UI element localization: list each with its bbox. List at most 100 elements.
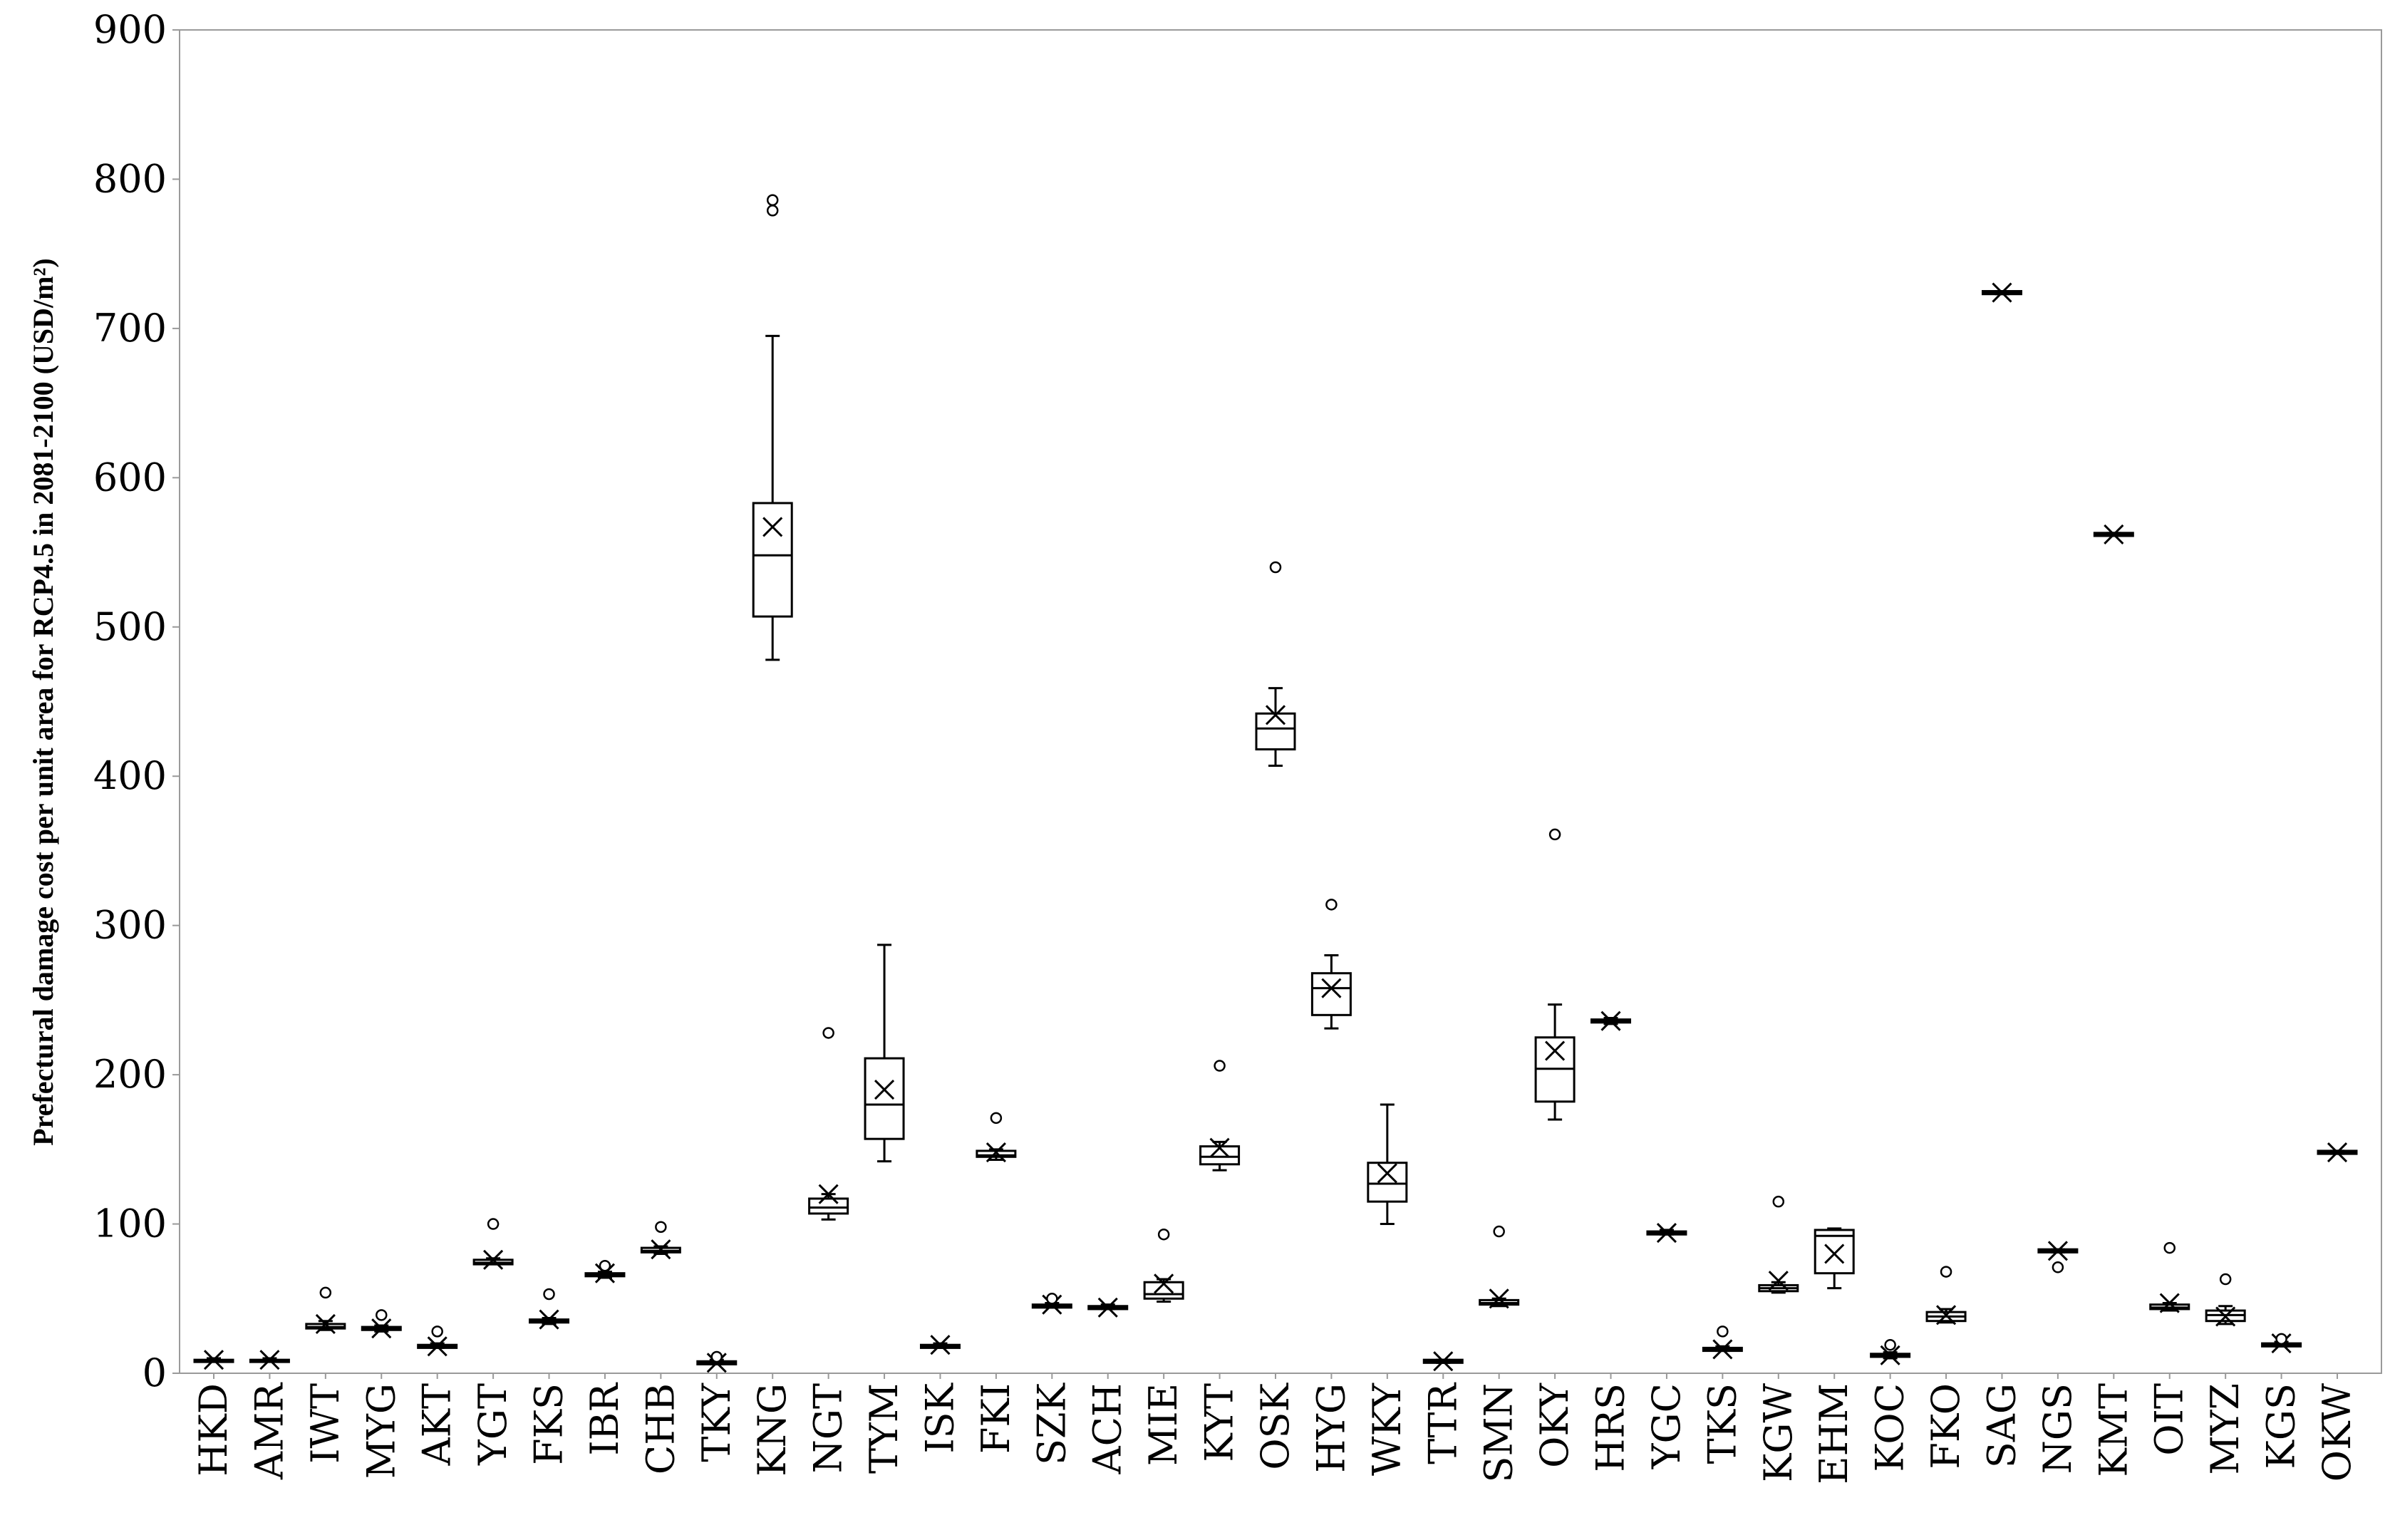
- outlier-point: [822, 1027, 834, 1039]
- mean-marker: [2104, 524, 2124, 544]
- outlier-point: [1157, 1228, 1170, 1241]
- box-fko: [1925, 1266, 1967, 1325]
- x-category-label: MIE: [1141, 1383, 1186, 1466]
- y-tick-label: 400: [93, 753, 167, 798]
- box-tym: [864, 944, 905, 1163]
- y-tick-label: 200: [93, 1052, 167, 1097]
- mean-marker: [483, 1249, 504, 1270]
- mean-marker: [2047, 1241, 2068, 1261]
- outlier-point: [766, 194, 779, 207]
- box-ibr: [584, 1259, 626, 1283]
- outlier-point: [1269, 561, 1282, 574]
- boxes-layer: [193, 194, 2358, 1373]
- outlier-point: [1772, 1195, 1785, 1208]
- outlier-point: [2275, 1333, 2287, 1345]
- x-category-label: SAG: [1979, 1383, 2024, 1468]
- x-category-label: IWT: [303, 1383, 348, 1464]
- x-category-label: TTR: [1420, 1383, 1465, 1464]
- box-amr: [249, 1350, 290, 1370]
- outlier-point: [1493, 1225, 1505, 1238]
- outlier-point: [1717, 1325, 1729, 1338]
- outlier-point: [1325, 899, 1338, 911]
- x-category-label: OSK: [1253, 1382, 1298, 1469]
- x-category-label: YGC: [1644, 1383, 1689, 1469]
- box-ygt: [472, 1218, 514, 1270]
- x-category-label: ACH: [1085, 1383, 1130, 1474]
- mean-marker: [762, 517, 783, 537]
- box-iqr: [1814, 1229, 1855, 1275]
- y-tick-label: 700: [93, 306, 167, 351]
- mean-marker: [203, 1350, 224, 1370]
- box-kgs: [2261, 1333, 2302, 1354]
- y-tick-label: 0: [143, 1350, 167, 1395]
- box-kgw: [1758, 1195, 1799, 1294]
- x-category-label: OKY: [1532, 1383, 1577, 1468]
- mean-marker: [1880, 1345, 1900, 1365]
- x-category-label: HRS: [1588, 1383, 1633, 1472]
- mean-marker: [1935, 1305, 1957, 1325]
- box-tks: [1702, 1325, 1743, 1360]
- box-kyt: [1199, 1060, 1241, 1172]
- x-category-label: ISK: [917, 1382, 962, 1453]
- mean-marker: [1992, 282, 2012, 303]
- box-iqr: [1310, 972, 1352, 1016]
- x-category-label: OKW: [2314, 1383, 2359, 1482]
- x-category-label: MYG: [358, 1383, 403, 1479]
- outlier-point: [1214, 1060, 1226, 1072]
- outlier-point: [766, 205, 779, 217]
- mean-marker: [1768, 1271, 1789, 1291]
- mean-marker: [1154, 1273, 1174, 1294]
- box-mie: [1143, 1228, 1184, 1303]
- mean-marker: [930, 1335, 951, 1355]
- outlier-point: [655, 1221, 667, 1233]
- x-category-label: HKD: [191, 1383, 236, 1477]
- box-iqr: [808, 1197, 849, 1215]
- y-tick-label: 800: [93, 156, 167, 201]
- mean-marker: [1097, 1297, 1118, 1318]
- box-wky: [1367, 1103, 1408, 1226]
- y-tick-label: 100: [93, 1201, 167, 1246]
- x-category-label: NGS: [2035, 1383, 2080, 1474]
- box-kmt: [2093, 524, 2134, 544]
- box-iqr: [752, 502, 793, 618]
- x-category-label: SZK: [1029, 1382, 1074, 1465]
- box-koc: [1870, 1338, 1911, 1365]
- x-category-label: TYM: [862, 1383, 906, 1474]
- outlier-point: [543, 1288, 555, 1301]
- box-fks: [529, 1288, 570, 1330]
- outlier-point: [1884, 1338, 1896, 1351]
- x-category-label: CHB: [638, 1383, 683, 1474]
- box-fki: [976, 1112, 1017, 1163]
- box-smn: [1479, 1225, 1520, 1309]
- box-ttr: [1422, 1351, 1464, 1372]
- box-ngt: [808, 1027, 849, 1221]
- box-szk: [1031, 1293, 1072, 1315]
- mean-marker: [1265, 705, 1286, 725]
- mean-marker: [539, 1309, 559, 1330]
- mean-marker: [1656, 1223, 1677, 1244]
- x-category-label: HYG: [1308, 1383, 1353, 1473]
- outlier-point: [1940, 1266, 1952, 1278]
- mean-marker: [371, 1318, 392, 1339]
- y-tick-label: 600: [93, 455, 167, 500]
- mean-marker: [1209, 1137, 1230, 1158]
- box-isk: [919, 1335, 961, 1355]
- outlier-point: [2219, 1273, 2232, 1286]
- mean-marker: [874, 1079, 895, 1100]
- outlier-point: [2052, 1261, 2064, 1273]
- outlier-point: [2163, 1241, 2176, 1254]
- x-category-label: AKT: [415, 1383, 460, 1466]
- outlier-point: [319, 1286, 332, 1299]
- mean-marker: [594, 1263, 616, 1283]
- mean-marker: [259, 1350, 280, 1370]
- x-category-label: AMR: [247, 1383, 291, 1480]
- box-tky: [696, 1350, 738, 1373]
- mean-marker: [1824, 1244, 1845, 1264]
- box-ngs: [2037, 1241, 2079, 1273]
- box-oit: [2149, 1241, 2190, 1313]
- box-myg: [361, 1309, 402, 1339]
- x-category-label: FKO: [1923, 1383, 1968, 1469]
- x-category-label: MYZ: [2203, 1383, 2247, 1474]
- mean-marker: [1321, 978, 1342, 998]
